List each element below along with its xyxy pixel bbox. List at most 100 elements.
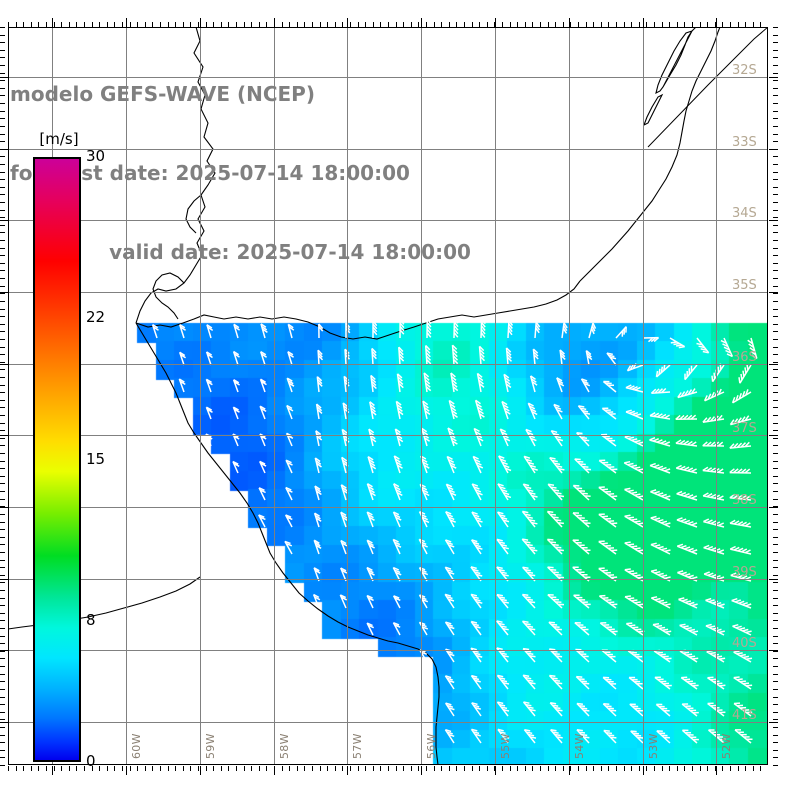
wind-barb: [497, 483, 512, 501]
wind-barb: [470, 728, 482, 744]
wind-barb: [340, 567, 348, 582]
axis-tick: [773, 309, 778, 310]
axis-tick-major: [52, 766, 53, 775]
axis-tick: [418, 766, 419, 771]
axis-tick: [0, 369, 5, 370]
lat-tick-label-36S: 36S: [732, 350, 757, 365]
axis-tick: [773, 499, 778, 500]
axis-tick: [152, 766, 153, 771]
axis-tick: [0, 286, 5, 287]
wind-barb: [553, 403, 563, 420]
wind-barb: [576, 729, 590, 744]
axis-tick: [183, 766, 184, 771]
wind-barb: [703, 544, 725, 555]
wind-barb: [702, 466, 725, 474]
grid-line-lon-59W: [200, 27, 201, 765]
axis-tick: [773, 506, 778, 507]
axis-tick-major: [0, 292, 9, 293]
wind-barb: [598, 459, 618, 474]
wind-barb: [547, 593, 565, 609]
axis-tick: [342, 766, 343, 771]
axis-tick: [61, 766, 62, 771]
axis-tick: [434, 22, 435, 27]
axis-tick: [198, 22, 199, 27]
wind-barb: [285, 486, 293, 501]
wind-barb: [706, 650, 726, 663]
axis-tick: [0, 65, 5, 66]
wind-barb: [684, 364, 698, 381]
axis-tick: [99, 22, 100, 27]
colorbar[interactable]: [33, 157, 81, 762]
colorbar-unit-label: [m/s]: [39, 130, 79, 148]
wind-barb: [624, 434, 644, 447]
wind-barb: [624, 487, 644, 501]
axis-tick: [773, 582, 778, 583]
wind-barb: [318, 323, 324, 339]
wind-barb: [602, 676, 617, 690]
wind-barb: [314, 457, 322, 474]
axis-tick-major: [126, 766, 127, 775]
axis-tick: [38, 766, 39, 771]
wind-barb: [451, 344, 459, 366]
chart-title: modelo GEFS-WAVE (NCEP) forecast date: 2…: [10, 28, 570, 318]
axis-tick: [114, 766, 115, 771]
wind-barb: [474, 399, 485, 420]
axis-tick: [662, 22, 663, 27]
axis-tick: [373, 766, 374, 771]
axis-tick: [773, 689, 778, 690]
axis-tick: [773, 255, 778, 256]
axis-tick: [0, 681, 5, 682]
axis-tick: [586, 22, 587, 27]
axis-tick: [487, 22, 488, 27]
wind-barb: [258, 514, 266, 528]
wind-barb: [577, 405, 591, 420]
wind-barb: [178, 351, 186, 366]
axis-tick: [0, 613, 5, 614]
axis-tick: [0, 385, 5, 386]
axis-tick: [773, 483, 778, 484]
axis-tick: [707, 766, 708, 771]
axis-tick: [722, 22, 723, 27]
axis-tick: [0, 697, 5, 698]
wind-barb: [598, 486, 618, 501]
wind-barb: [395, 400, 404, 420]
map-plot-area[interactable]: 61W60W59W58W57W56W55W54W53W52W 32S33S34S…: [8, 27, 768, 765]
axis-tick: [464, 22, 465, 27]
axis-tick: [773, 537, 778, 538]
wind-barb: [447, 427, 458, 447]
wind-barb: [625, 409, 644, 420]
axis-tick: [616, 22, 617, 27]
axis-tick: [773, 126, 778, 127]
axis-tick: [773, 712, 778, 713]
wind-barb: [478, 345, 486, 366]
wind-barb: [259, 378, 267, 393]
colorbar-tick-15: 15: [86, 449, 106, 468]
axis-tick: [773, 42, 778, 43]
axis-tick: [773, 438, 778, 439]
axis-tick: [0, 628, 5, 629]
axis-tick: [773, 347, 778, 348]
wind-barb: [529, 375, 538, 393]
axis-tick: [0, 126, 5, 127]
axis-tick: [69, 22, 70, 27]
axis-tick: [502, 22, 503, 27]
wind-barb: [580, 378, 591, 393]
axis-tick-major: [569, 18, 570, 27]
axis-tick: [532, 766, 533, 771]
axis-tick: [160, 22, 161, 27]
wind-barb: [548, 674, 563, 690]
axis-tick: [0, 27, 5, 28]
axis-tick: [213, 766, 214, 771]
axis-tick: [745, 22, 746, 27]
axis-tick: [175, 766, 176, 771]
wind-barb: [625, 622, 645, 636]
axis-tick: [601, 766, 602, 771]
axis-tick: [0, 202, 5, 203]
wind-barb: [729, 441, 752, 449]
axis-tick: [563, 22, 564, 27]
wind-barb: [446, 455, 457, 474]
axis-tick-major: [769, 149, 778, 150]
wind-barb: [232, 460, 240, 474]
wind-barb: [444, 621, 455, 636]
axis-tick: [669, 766, 670, 771]
